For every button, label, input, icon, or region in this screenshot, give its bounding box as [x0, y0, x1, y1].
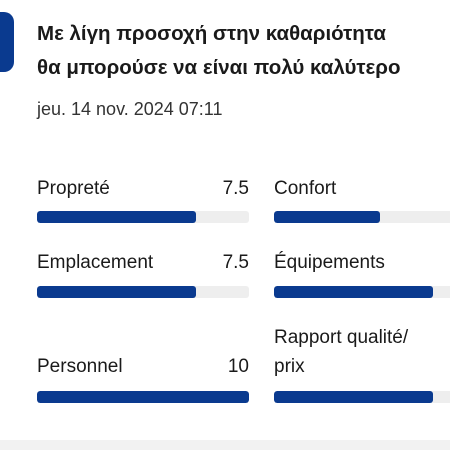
score-label: Personnel: [37, 356, 123, 377]
score-label: Confort: [274, 178, 337, 199]
score-value: 10: [227, 356, 249, 377]
review-title-line-1: Με λίγη προσοχή στην καθαριότητα: [37, 22, 386, 45]
score-value-for-money: Rapport qualité/ prix: [274, 323, 450, 407]
score-badge: [0, 12, 14, 72]
score-label: Emplacement: [37, 252, 154, 273]
score-bar-track: [274, 391, 450, 403]
score-bar-fill: [37, 286, 196, 298]
score-bar-track: [37, 391, 249, 403]
score-staff: Personnel 10: [37, 323, 249, 407]
score-label: Équipements: [274, 252, 385, 273]
score-bar-track: [37, 211, 249, 223]
score-label: Propreté: [37, 178, 110, 199]
score-bar-track: [37, 286, 249, 298]
score-cleanliness: Propreté 7.5: [37, 174, 249, 224]
score-bar-fill: [274, 211, 380, 223]
score-bar-fill: [37, 211, 196, 223]
score-bar-fill: [37, 391, 249, 403]
score-bar-fill: [274, 286, 433, 298]
score-label-line-1: Rapport qualité/: [274, 327, 409, 348]
review-title-line-2: θα μπορούσε να είναι πολύ καλύτερο: [37, 56, 401, 79]
review-title: Με λίγη προσοχή στην καθαριότητα θα μπορ…: [37, 17, 450, 85]
review-date: jeu. 14 nov. 2024 07:11: [37, 99, 223, 119]
score-label-line-2: prix: [274, 356, 305, 377]
score-value: 7.5: [222, 178, 249, 199]
score-bar-track: [274, 211, 450, 223]
score-value: 7.5: [222, 252, 249, 273]
score-bar-fill: [274, 391, 433, 403]
score-location: Emplacement 7.5: [37, 248, 249, 300]
score-comfort: Confort: [274, 174, 450, 224]
score-facilities: Équipements: [274, 248, 450, 300]
score-bar-track: [274, 286, 450, 298]
card-divider: [0, 440, 450, 450]
